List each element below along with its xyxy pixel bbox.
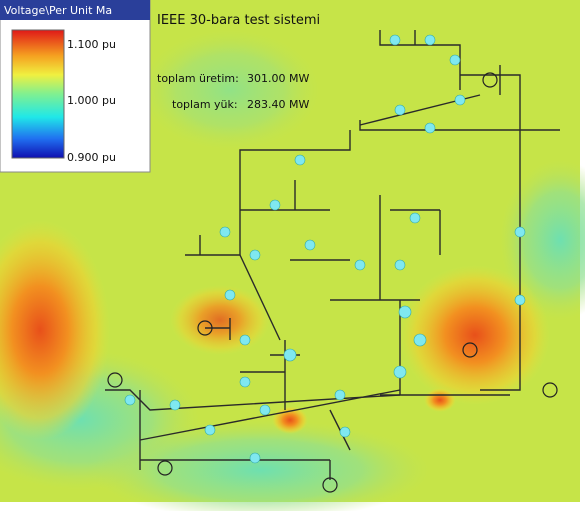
summary-label: toplam üretim:: [157, 72, 239, 85]
flow-arrows-part: [240, 377, 250, 387]
flow-arrows-part: [515, 227, 525, 237]
legend-label: 1.000 pu: [67, 94, 116, 107]
flow-arrows-part: [225, 290, 235, 300]
summary-value: 283.40 MW: [247, 98, 309, 111]
flow-arrows-part: [125, 395, 135, 405]
flow-arrows-part: [270, 200, 280, 210]
flow-arrows-part: [240, 335, 250, 345]
flow-arrows-part: [410, 213, 420, 223]
contour-high: [272, 406, 308, 434]
flow-arrows-part: [220, 227, 230, 237]
flow-arrows-part: [260, 405, 270, 415]
flow-arrows-part: [305, 240, 315, 250]
flow-arrows-part: [399, 306, 411, 318]
summary-label: toplam yük:: [172, 98, 238, 111]
flow-arrows-part: [295, 155, 305, 165]
summary-value: 301.00 MW: [247, 72, 309, 85]
flow-arrows-part: [250, 453, 260, 463]
flow-arrows-part: [395, 260, 405, 270]
flow-arrows-part: [284, 349, 296, 361]
contour-high: [424, 388, 456, 412]
flow-arrows-part: [394, 366, 406, 378]
legend-label: 1.100 pu: [67, 38, 116, 51]
contour-low: [140, 30, 320, 150]
legend-title: Voltage\Per Unit Ma: [4, 4, 112, 17]
flow-arrows-part: [340, 427, 350, 437]
flow-arrows-part: [414, 334, 426, 346]
contour-high: [170, 285, 270, 355]
page: Voltage\Per Unit Ma 1.100 pu 1.000 pu 0.…: [0, 0, 585, 511]
legend-scale: [12, 30, 64, 158]
flow-arrows-part: [205, 425, 215, 435]
flow-arrows-part: [450, 55, 460, 65]
flow-arrows-part: [335, 390, 345, 400]
legend-label: 0.900 pu: [67, 151, 116, 164]
flow-arrows-part: [425, 123, 435, 133]
flow-arrows-part: [355, 260, 365, 270]
contour-view: Voltage\Per Unit Ma 1.100 pu 1.000 pu 0.…: [0, 0, 585, 511]
flow-arrows-part: [390, 35, 400, 45]
flow-arrows-part: [455, 95, 465, 105]
flow-arrows-part: [250, 250, 260, 260]
flow-arrows-part: [395, 105, 405, 115]
flow-arrows-part: [170, 400, 180, 410]
flow-arrows-part: [425, 35, 435, 45]
diagram-title: IEEE 30-bara test sistemi: [157, 13, 320, 28]
flow-arrows-part: [515, 295, 525, 305]
